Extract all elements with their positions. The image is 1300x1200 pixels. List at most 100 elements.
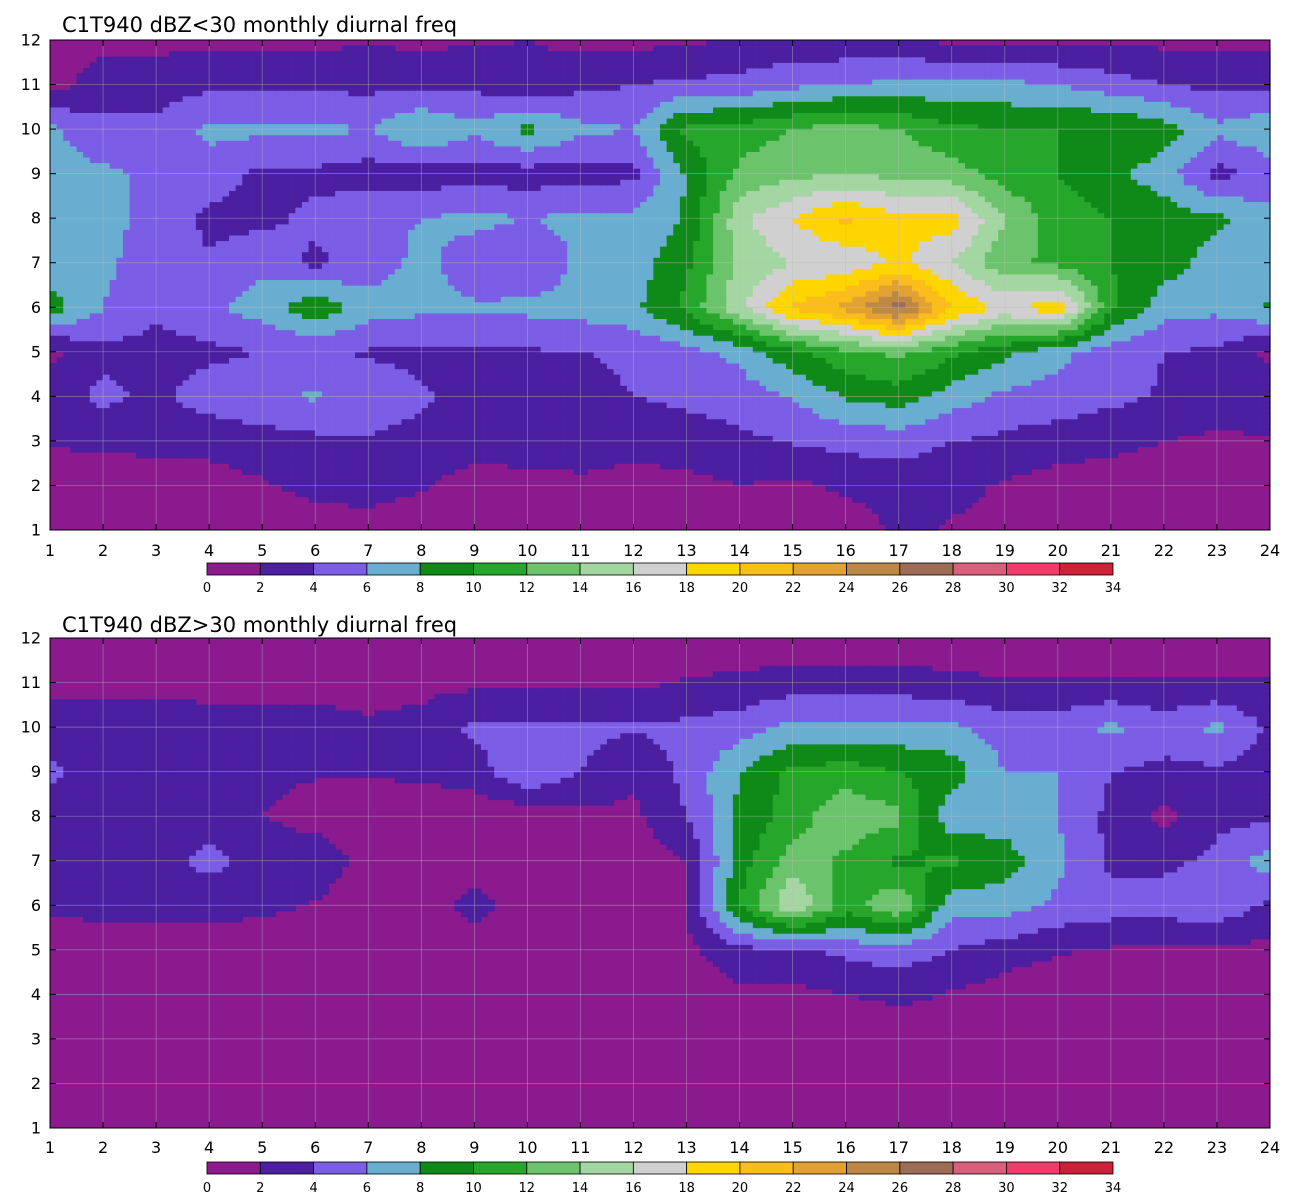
contour-cell xyxy=(56,401,64,409)
contour-cell xyxy=(686,379,694,386)
contour-cell xyxy=(573,357,582,364)
contour-cell xyxy=(1110,440,1119,448)
contour-cell xyxy=(136,346,144,353)
contour-cell xyxy=(613,401,621,409)
contour-cell xyxy=(1250,401,1258,409)
contour-cell xyxy=(500,390,509,397)
contour-cell xyxy=(374,457,383,464)
contour-cell xyxy=(355,312,363,320)
contour-cell xyxy=(1090,379,1099,386)
contour-cell xyxy=(348,357,356,364)
contour-cell xyxy=(308,452,316,459)
contour-cell xyxy=(315,474,323,481)
contour-cell xyxy=(494,351,502,358)
contour-cell xyxy=(1097,418,1105,425)
contour-cell xyxy=(63,346,71,353)
contour-cell xyxy=(587,374,595,381)
contour-cell xyxy=(447,351,456,358)
contour-cell xyxy=(189,340,197,347)
contour-cell xyxy=(1024,446,1032,453)
contour-cell xyxy=(255,401,263,409)
contour-cell xyxy=(500,307,509,314)
contour-cell xyxy=(1177,385,1185,392)
contour-cell xyxy=(626,435,635,442)
contour-cell xyxy=(666,429,674,436)
contour-cell xyxy=(1177,374,1185,381)
contour-cell xyxy=(792,385,800,392)
contour-cell xyxy=(162,307,170,314)
contour-cell xyxy=(679,413,688,420)
contour-cell xyxy=(401,435,409,442)
contour-cell xyxy=(1057,390,1066,397)
contour-cell xyxy=(368,362,376,370)
contour-cell xyxy=(892,485,900,492)
contour-cell xyxy=(103,340,111,347)
contour-cell xyxy=(169,390,177,397)
contour-cell xyxy=(1110,418,1119,425)
contour-cell xyxy=(507,307,515,314)
contour-cell xyxy=(825,379,833,386)
contour-cell xyxy=(892,507,900,514)
contour-cell xyxy=(825,312,833,320)
contour-cell xyxy=(328,401,336,409)
contour-cell xyxy=(83,307,91,314)
contour-cell xyxy=(534,446,542,453)
contour-cell xyxy=(918,440,926,448)
contour-cell xyxy=(772,407,780,414)
contour-cell xyxy=(626,390,635,397)
contour-cell xyxy=(441,435,449,442)
contour-cell xyxy=(918,379,926,386)
contour-cell xyxy=(361,502,369,509)
contour-cell xyxy=(660,435,668,442)
contour-cell xyxy=(819,435,827,442)
contour-cell xyxy=(1250,368,1258,375)
contour-cell xyxy=(547,346,555,353)
contour-cell xyxy=(381,340,389,347)
contour-cell xyxy=(713,446,721,453)
contour-cell xyxy=(142,323,151,331)
contour-cell xyxy=(726,362,734,370)
contour-cell xyxy=(805,407,814,414)
contour-cell xyxy=(361,379,369,386)
contour-cell xyxy=(958,424,966,431)
contour-cell xyxy=(693,407,701,414)
contour-cell xyxy=(633,396,641,403)
contour-cell xyxy=(1090,396,1099,403)
contour-cell xyxy=(414,440,422,448)
contour-cell xyxy=(885,379,893,386)
contour-cell xyxy=(646,390,654,397)
contour-cell xyxy=(89,385,98,392)
contour-cell xyxy=(368,346,376,353)
contour-cell xyxy=(388,446,396,453)
contour-cell xyxy=(301,435,310,442)
contour-cell xyxy=(998,457,1006,464)
contour-cell xyxy=(613,452,621,459)
contour-cell xyxy=(401,468,409,475)
contour-cell xyxy=(103,440,111,448)
contour-cell xyxy=(984,362,993,370)
contour-cell xyxy=(951,413,959,420)
contour-cell xyxy=(447,329,456,336)
contour-cell xyxy=(858,491,867,498)
contour-cell xyxy=(580,357,588,364)
contour-cell xyxy=(759,401,767,409)
contour-cell xyxy=(447,446,456,453)
contour-cell xyxy=(620,446,628,453)
contour-cell xyxy=(1077,351,1085,358)
contour-cell xyxy=(699,401,708,409)
contour-cell xyxy=(1197,385,1205,392)
contour-cell xyxy=(69,362,78,370)
contour-cell xyxy=(845,463,853,470)
contour-cell xyxy=(746,413,754,420)
contour-cell xyxy=(673,424,681,431)
contour-cell xyxy=(759,457,767,464)
contour-cell xyxy=(1183,407,1192,414)
contour-cell xyxy=(189,323,197,331)
contour-cell xyxy=(149,390,157,397)
contour-cell xyxy=(96,435,104,442)
contour-cell xyxy=(580,396,588,403)
contour-cell xyxy=(832,463,840,470)
contour-cell xyxy=(606,457,615,464)
contour-cell xyxy=(726,379,734,386)
contour-cell xyxy=(1077,418,1085,425)
